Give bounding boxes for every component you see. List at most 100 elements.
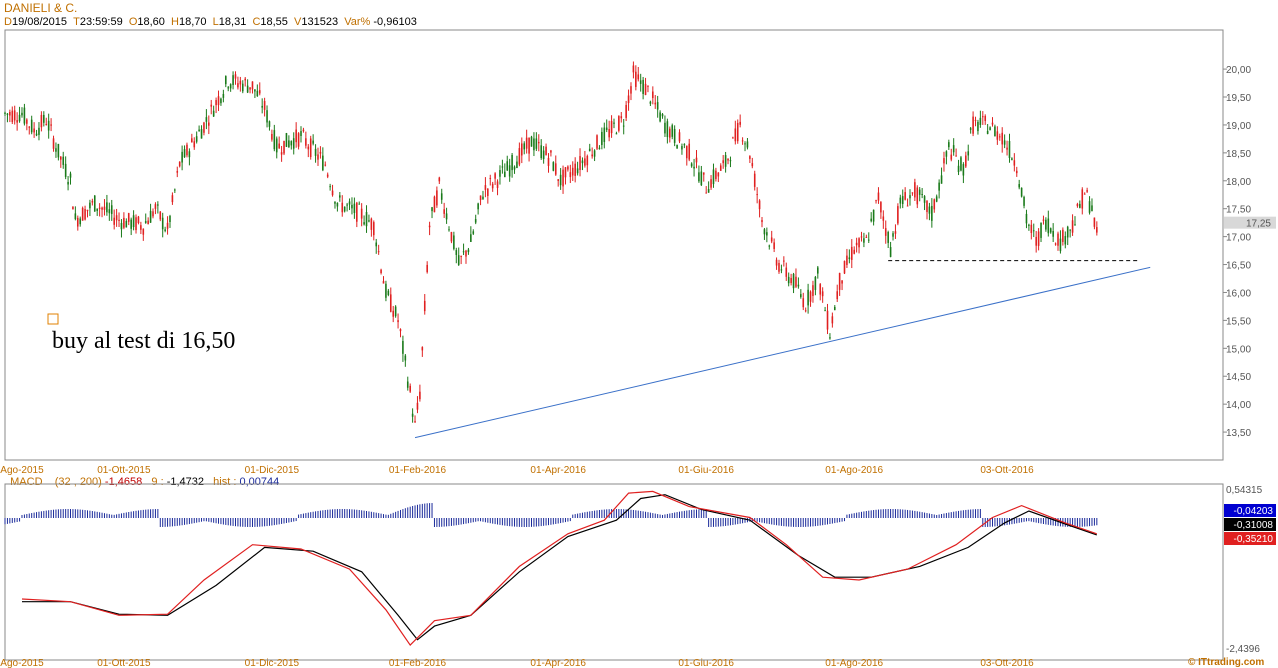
candle-body <box>753 173 756 187</box>
candle-body <box>780 269 783 271</box>
candle-body <box>387 290 390 295</box>
candle-body <box>1069 229 1071 231</box>
candle-body <box>632 65 635 73</box>
candle-body <box>965 155 967 167</box>
candle-body <box>945 151 948 157</box>
candle-body <box>135 217 137 231</box>
candle-body <box>977 121 979 132</box>
candle-body <box>234 74 237 79</box>
candle-body <box>392 310 395 317</box>
candle-body <box>6 113 9 115</box>
candle-body <box>998 136 1001 138</box>
candle-body <box>1091 205 1093 212</box>
candle-body <box>952 145 955 153</box>
candle-body <box>494 173 496 179</box>
candle-body <box>1049 228 1052 233</box>
candle-body <box>809 291 812 302</box>
candle-body <box>106 202 108 213</box>
candle-body <box>203 122 205 133</box>
candle-body <box>1057 233 1059 246</box>
candle-body <box>744 143 746 145</box>
x-tick-label: 01-Apr-2016 <box>530 658 586 668</box>
candle-body <box>940 175 943 184</box>
volume-label: V <box>294 16 302 28</box>
candle-body <box>899 197 902 204</box>
candle-body <box>821 291 824 297</box>
candle-body <box>669 128 671 138</box>
candle-body <box>474 219 477 223</box>
candle-body <box>346 204 348 206</box>
candle-body <box>13 110 16 121</box>
open-value: 18,60 <box>137 16 165 28</box>
candle-body <box>501 166 504 168</box>
low-value: 18,31 <box>218 16 247 28</box>
macd-value-badge-label: -0,35210 <box>1234 534 1274 545</box>
candle-body <box>981 116 984 118</box>
candle-body <box>865 236 868 238</box>
candle-body <box>1062 229 1064 242</box>
candle-body <box>176 171 179 173</box>
y-tick-label: 14,50 <box>1226 372 1251 383</box>
candle-body <box>375 242 378 247</box>
candle-body <box>448 229 450 231</box>
candle-body <box>217 96 220 106</box>
candle-body <box>671 125 674 137</box>
y-tick-label: 18,50 <box>1226 149 1251 160</box>
candle-body <box>193 141 196 148</box>
candle-body <box>824 310 826 312</box>
x-tick-label: 01-Feb-2016 <box>389 465 447 476</box>
candle-body <box>613 122 615 124</box>
candle-body <box>897 206 899 224</box>
candle-body <box>453 235 455 249</box>
candle-body <box>297 133 300 147</box>
candle-body <box>166 222 169 229</box>
candle-body <box>1018 184 1020 188</box>
candle-body <box>210 104 213 107</box>
candle-body <box>1008 141 1011 158</box>
candle-body <box>761 220 763 223</box>
candle-body <box>1030 224 1033 234</box>
x-tick-label: 01-Dic-2015 <box>245 658 300 668</box>
candle-body <box>889 247 892 257</box>
candle-body <box>137 216 140 224</box>
candle-body <box>877 192 880 201</box>
candle-body <box>683 144 686 146</box>
candle-body <box>200 129 203 139</box>
candle-body <box>244 78 247 81</box>
candle-body <box>994 126 996 137</box>
candle-body <box>40 114 43 128</box>
candle-body <box>130 219 132 229</box>
candle-body <box>1025 213 1028 224</box>
candle-body <box>535 138 538 149</box>
candle-body <box>790 277 792 284</box>
candle-body <box>30 119 33 133</box>
candle-body <box>569 172 572 178</box>
candle-body <box>314 148 317 156</box>
candle-body <box>1064 236 1067 245</box>
candle-body <box>307 146 310 150</box>
candle-body <box>229 84 232 89</box>
candle-body <box>525 137 528 149</box>
candle-body <box>918 189 921 195</box>
close-label: C <box>252 16 261 28</box>
y-tick-label: 17,00 <box>1226 233 1251 244</box>
candle-body <box>86 209 89 212</box>
candle-body <box>831 316 834 324</box>
candle-body <box>986 130 989 134</box>
last-price-label: 17,25 <box>1246 219 1271 230</box>
candle-body <box>707 188 710 193</box>
candle-body <box>702 172 705 175</box>
copyright: © ITtrading.com <box>1188 657 1264 668</box>
candle-body <box>450 232 453 242</box>
candle-body <box>850 246 853 260</box>
candle-body <box>295 129 297 143</box>
candle-body <box>804 310 807 312</box>
candle-body <box>751 163 754 167</box>
candle-body <box>802 298 805 308</box>
candle-body <box>433 196 436 213</box>
candle-body <box>372 222 375 236</box>
var-label: Var% <box>344 16 371 28</box>
candle-body <box>353 203 356 213</box>
candle-body <box>749 156 751 159</box>
candle-body <box>11 110 14 123</box>
